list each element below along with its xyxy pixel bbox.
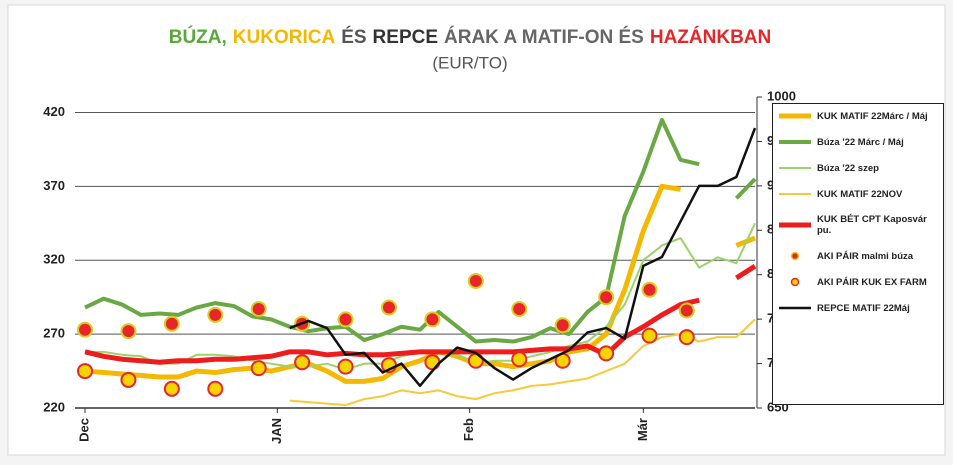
x-tick-label: Dec <box>76 418 91 442</box>
chart-subtitle: (EUR/TO) <box>432 53 507 72</box>
legend-marker <box>790 251 800 261</box>
title-part: HAZÁNKBAN <box>650 26 771 48</box>
scatter-point <box>250 360 267 377</box>
line-series <box>289 127 757 388</box>
scatter-point <box>598 345 615 362</box>
x-tick-label: Már <box>635 418 650 441</box>
title-part: KUKORICA <box>233 27 336 48</box>
legend-swatch <box>790 251 800 261</box>
line-series <box>84 117 757 344</box>
scatter-point <box>207 380 224 397</box>
scatter-point <box>467 272 484 289</box>
scatter-point <box>120 323 137 340</box>
legend-swatch <box>779 167 811 169</box>
scatter-point <box>250 301 267 318</box>
legend-label: KUK MATIF 22NOV <box>817 188 903 200</box>
title-part: ÁRAK A MATIF-ON ÉS <box>444 26 644 48</box>
legend-swatch <box>779 193 811 195</box>
legend-swatch <box>779 222 811 228</box>
legend-label: KUK MATIF 22Márc / Máj <box>817 110 928 122</box>
line-series <box>289 318 756 407</box>
x-tick-label: Feb <box>461 418 476 441</box>
scatter-point <box>337 311 354 328</box>
legend-swatch <box>790 277 800 287</box>
legend-swatch <box>779 306 811 310</box>
scatter-point <box>337 358 354 375</box>
scatter-point <box>424 354 441 371</box>
legend-item: KUK MATIF 22NOV <box>777 188 939 200</box>
legend-label: AKI PÁIR KUK EX FARM <box>817 276 927 288</box>
y-tick-label: 320 <box>43 252 65 267</box>
scatter-point <box>641 281 658 298</box>
scatter-point <box>163 380 180 397</box>
legend-item: Búza '22 Márc / Máj <box>777 136 939 148</box>
legend-item: REPCE MATIF 22Máj <box>777 302 939 314</box>
y-tick-label: 270 <box>43 326 65 341</box>
scatter-point <box>207 306 224 323</box>
y-tick-label: 370 <box>43 178 65 193</box>
scatter-point <box>678 302 695 319</box>
legend-swatch <box>779 140 811 144</box>
legend-item: KUK MATIF 22Márc / Máj <box>777 110 939 122</box>
legend-item: Búza '22 szep <box>777 162 939 174</box>
y-tick-label: 220 <box>43 399 65 414</box>
y-tick-label: 420 <box>43 104 65 119</box>
scatter-point <box>424 311 441 328</box>
legend-label: KUK BÉT CPT Kaposvár pu. <box>817 214 927 236</box>
legend-label: REPCE MATIF 22Máj <box>817 302 910 314</box>
x-tick-label: JAN <box>269 418 284 444</box>
scatter-point <box>294 354 311 371</box>
chart-title: BÚZA, KUKORICA ÉS REPCE ÁRAK A MATIF-ON ÉS HA… <box>169 26 772 48</box>
legend: KUK MATIF 22Márc / Máj Búza '22 Márc / Má… <box>772 103 944 405</box>
legend-marker <box>790 277 800 287</box>
legend-label: Búza '22 szep <box>817 162 879 174</box>
line-series <box>84 264 757 365</box>
scatter-point <box>641 327 658 344</box>
legend-label: AKI PÁIR malmi búza <box>817 250 914 262</box>
scatter-point <box>678 329 695 346</box>
scatter-point <box>120 371 137 388</box>
legend-swatch <box>779 113 811 119</box>
scatter-point <box>511 301 528 318</box>
title-part: ÉS <box>341 26 366 48</box>
scatter-point <box>598 289 615 306</box>
legend-item: KUK BÉT CPT Kaposvár pu. <box>777 214 939 236</box>
title-part: BÚZA, <box>169 26 227 48</box>
legend-label: Búza '22 Márc / Máj <box>817 136 904 148</box>
scatter-point <box>77 363 93 380</box>
legend-item: AKI PÁIR KUK EX FARM <box>777 276 939 288</box>
scatter-point <box>77 321 93 338</box>
scatter-point <box>163 315 180 332</box>
y2-tick-label: 1000 <box>767 88 796 103</box>
scatter-point <box>380 299 397 316</box>
legend-item: AKI PÁIR malmi búza <box>777 250 939 262</box>
scatter-point <box>511 351 528 368</box>
title-part: REPCE <box>373 27 438 48</box>
scatter-point <box>554 317 571 334</box>
